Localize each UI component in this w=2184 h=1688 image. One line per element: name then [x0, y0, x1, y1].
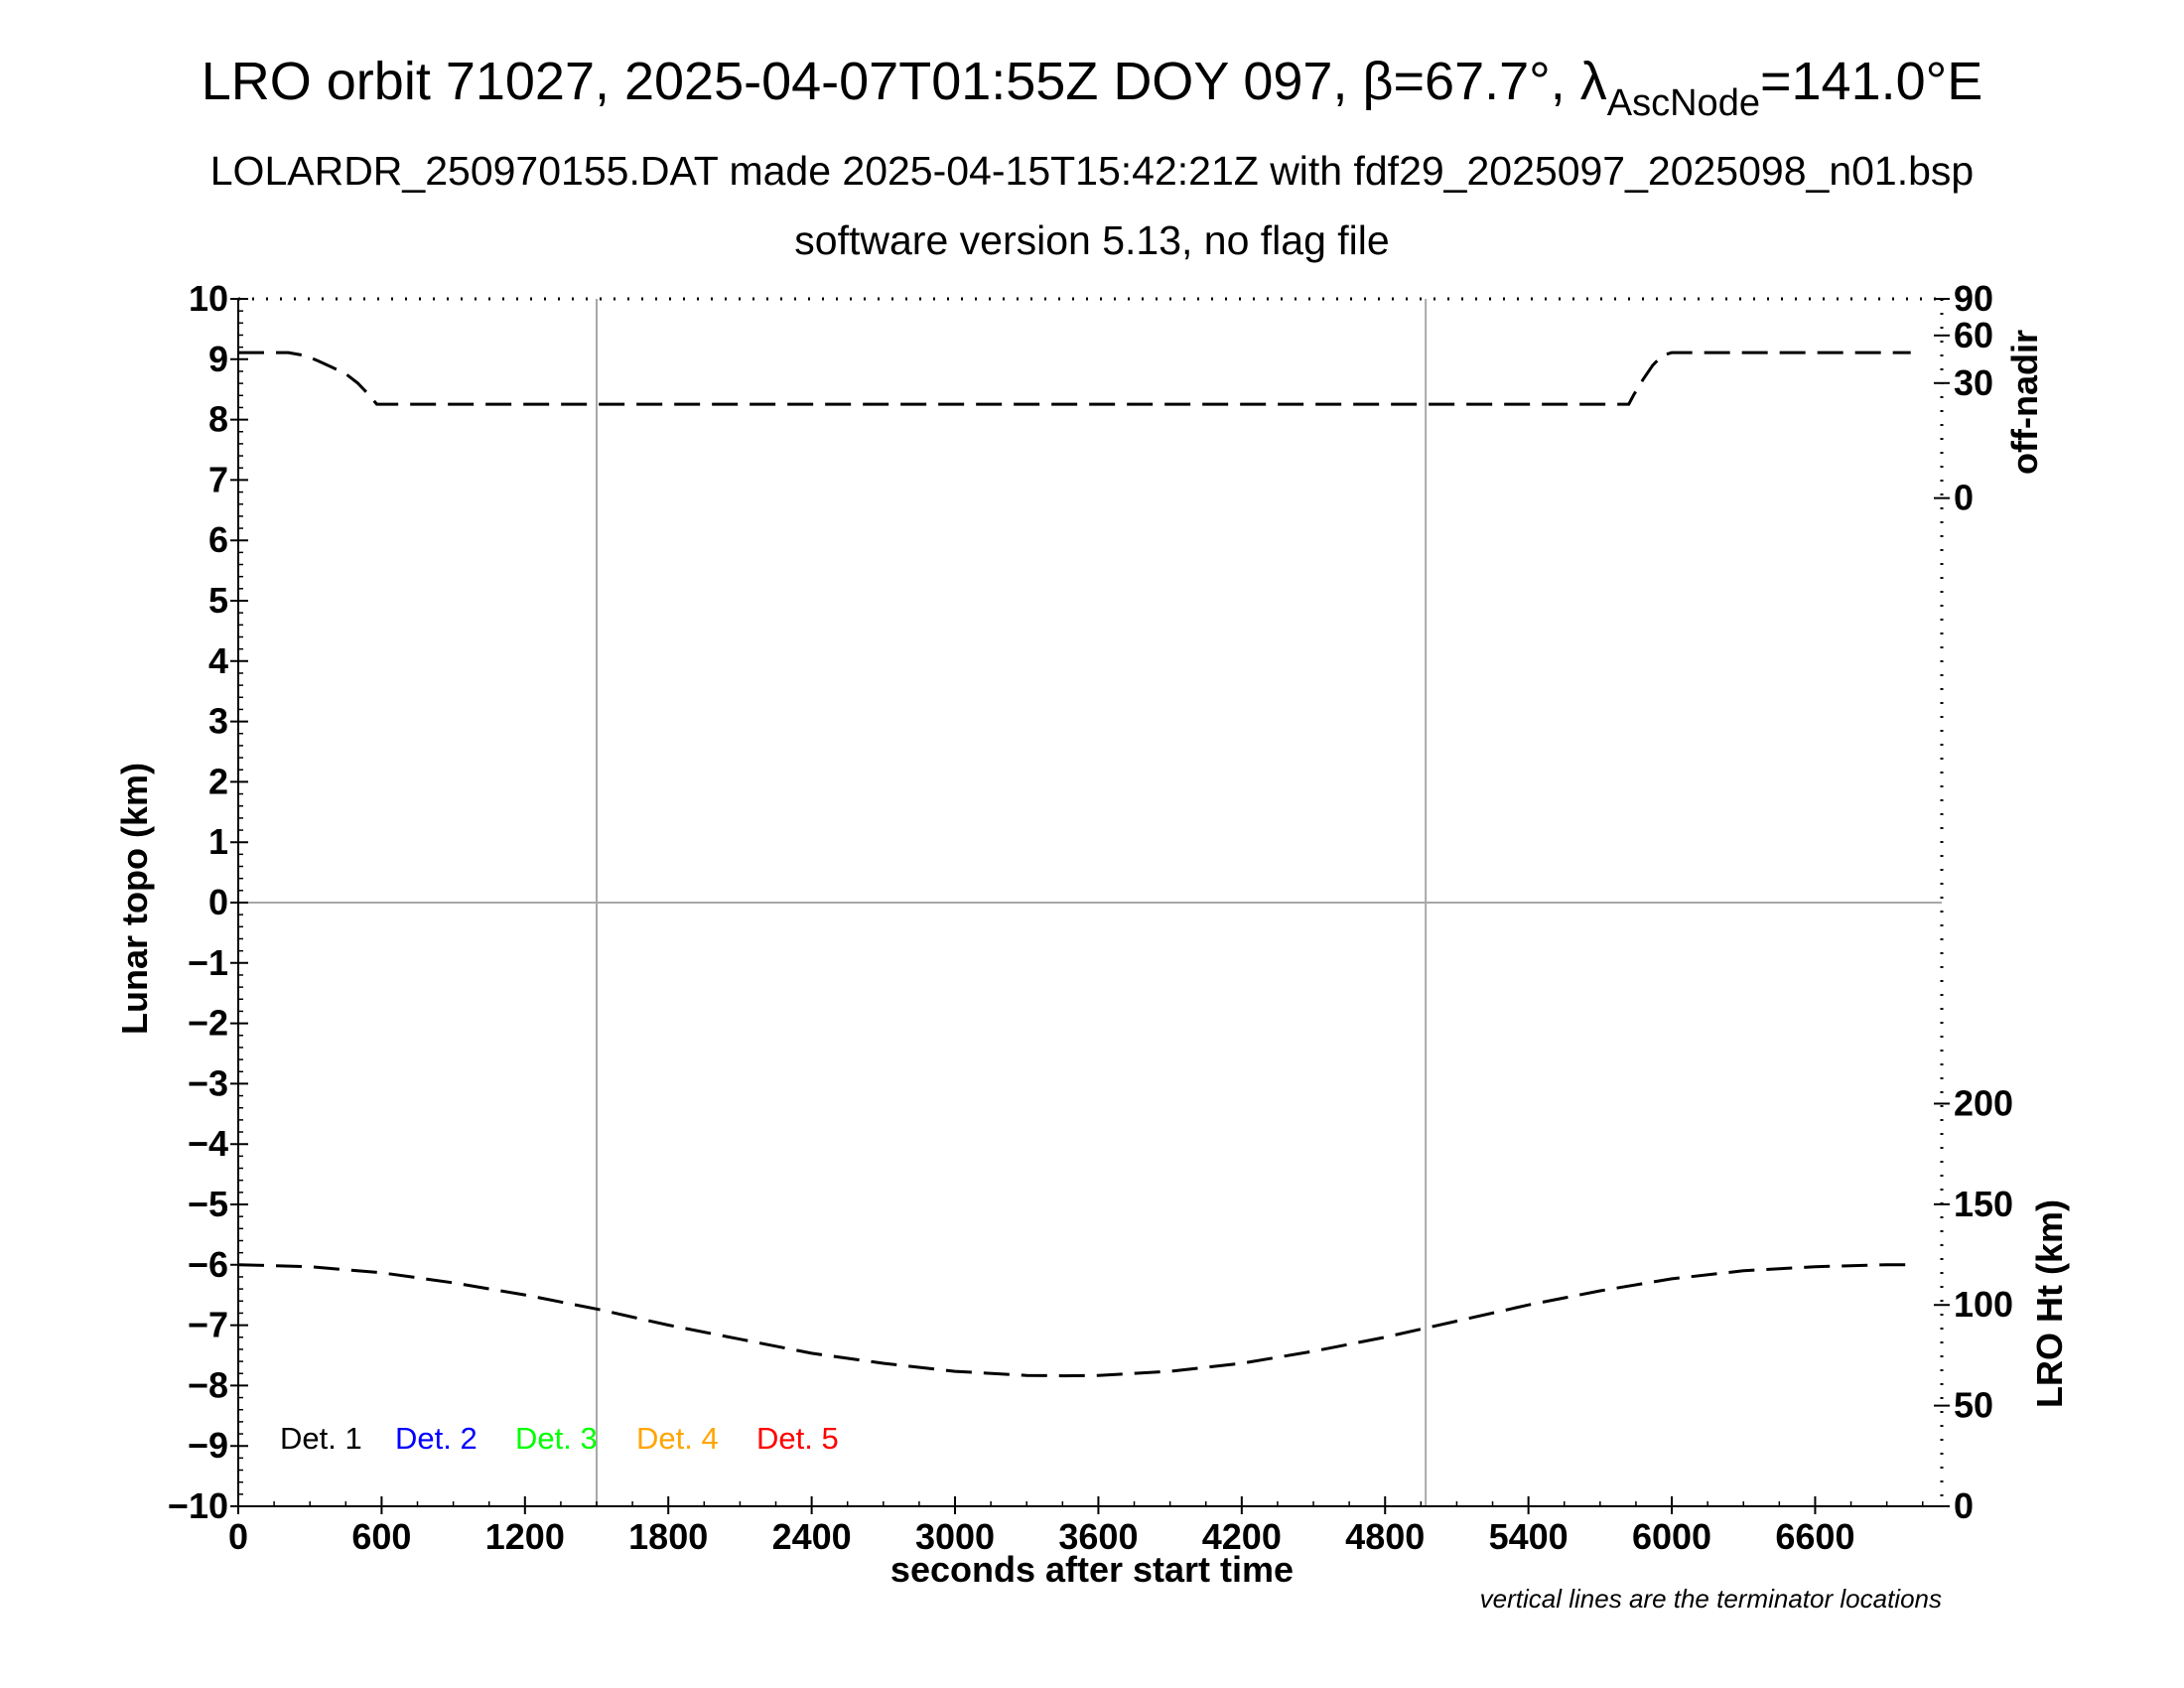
y-tick-label: −2	[188, 1003, 228, 1044]
x-tick-label: 2400	[772, 1516, 852, 1557]
y-tick-label: −5	[188, 1184, 228, 1224]
offnadir-tick-label: 90	[1954, 278, 1993, 319]
legend-item-det-2: Det. 2	[395, 1421, 478, 1456]
reference-lines	[238, 299, 1942, 1506]
offnadir-tick-label: 30	[1954, 362, 1993, 403]
y-tick-label: −10	[168, 1485, 228, 1526]
x-tick-label: 0	[228, 1516, 248, 1557]
height-tick-label: 200	[1954, 1082, 2013, 1123]
height-tick-label: 100	[1954, 1284, 2013, 1325]
y-tick-label: 4	[208, 640, 228, 681]
x-tick-label: 6000	[1632, 1516, 1711, 1557]
y-axis-label: Lunar topo (km)	[114, 763, 155, 1035]
footnote: vertical lines are the terminator locati…	[1480, 1584, 1942, 1614]
offnadir-tick-label: 60	[1954, 315, 1993, 355]
legend-item-det-5: Det. 5	[756, 1421, 839, 1456]
x-tick-label: 600	[351, 1516, 411, 1557]
y-tick-label: 3	[208, 701, 228, 742]
y-tick-label: 1	[208, 821, 228, 862]
y-tick-label: −1	[188, 942, 228, 983]
offnadir-tick-label: 0	[1954, 478, 1974, 518]
legend-item-det-3: Det. 3	[515, 1421, 598, 1456]
y-tick-label: 2	[208, 761, 228, 801]
y-tick-label: 8	[208, 399, 228, 440]
x-tick-label: 5400	[1489, 1516, 1569, 1557]
x-tick-label: 1200	[485, 1516, 565, 1557]
y-tick-label: 10	[189, 278, 228, 319]
offnadir-series-line	[238, 351, 1911, 406]
chart-subtitle-version: software version 5.13, no flag file	[794, 217, 1389, 263]
y-tick-label: −8	[188, 1364, 228, 1405]
y-tick-label: −3	[188, 1062, 228, 1103]
height-tick-label: 50	[1954, 1385, 1993, 1426]
x-tick-label: 1800	[628, 1516, 708, 1557]
right-axis-label-height: LRO Ht (km)	[2029, 1199, 2070, 1408]
legend-item-det-4: Det. 4	[636, 1421, 719, 1456]
x-tick-label: 4200	[1202, 1516, 1282, 1557]
y-tick-label: 9	[208, 339, 228, 379]
y-tick-label: −7	[188, 1305, 228, 1345]
legend: Det. 1 Det. 2 Det. 3 Det. 4 Det. 5	[280, 1421, 839, 1456]
chart-title: LRO orbit 71027, 2025-04-07T01:55Z DOY 0…	[202, 52, 1983, 124]
legend-item-det-1: Det. 1	[280, 1421, 362, 1456]
y-tick-label: 7	[208, 459, 228, 499]
y-tick-label: −6	[188, 1244, 228, 1285]
x-tick-label: 3600	[1058, 1516, 1138, 1557]
height-tick-label: 0	[1954, 1485, 1974, 1526]
height-series-line	[237, 1263, 1911, 1378]
x-tick-label: 4800	[1345, 1516, 1425, 1557]
y-tick-label: 0	[208, 882, 228, 922]
chart-subtitle-file: LOLARDR_250970155.DAT made 2025-04-15T15…	[210, 148, 1974, 194]
series-layer	[237, 351, 1911, 1378]
y-tick-label: 6	[208, 519, 228, 560]
x-tick-label: 3000	[915, 1516, 995, 1557]
y-tick-label: −4	[188, 1123, 228, 1164]
height-tick-label: 150	[1954, 1184, 2013, 1224]
x-tick-label: 6600	[1775, 1516, 1854, 1557]
x-axis-label: seconds after start time	[890, 1549, 1294, 1590]
right-axis-label-offnadir: off-nadir	[2004, 330, 2045, 475]
y-tick-label: 5	[208, 580, 228, 621]
y-tick-label: −9	[188, 1425, 228, 1466]
